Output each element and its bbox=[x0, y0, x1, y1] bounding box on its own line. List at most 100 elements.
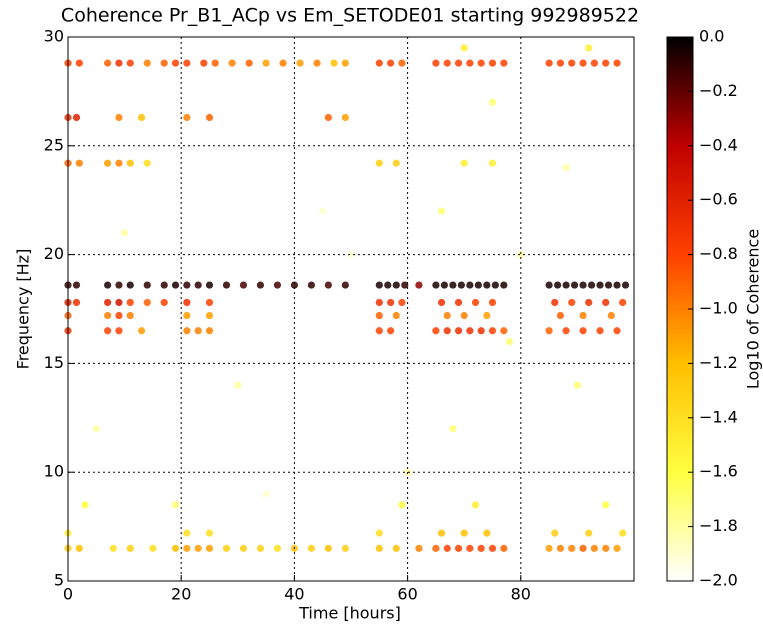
point bbox=[262, 490, 270, 498]
point bbox=[222, 544, 231, 552]
point bbox=[183, 327, 191, 335]
colorbar-tick-label: −1.8 bbox=[699, 516, 738, 535]
point bbox=[454, 298, 463, 307]
point bbox=[205, 544, 214, 552]
point bbox=[205, 281, 214, 289]
point bbox=[387, 59, 395, 67]
y-tick-label: 5 bbox=[54, 571, 64, 590]
point bbox=[194, 544, 202, 552]
point bbox=[488, 159, 497, 167]
point bbox=[392, 311, 400, 320]
point bbox=[590, 59, 598, 67]
point bbox=[596, 327, 604, 335]
point bbox=[126, 159, 134, 167]
point bbox=[115, 159, 123, 167]
point bbox=[443, 59, 451, 67]
point bbox=[75, 59, 83, 67]
point bbox=[443, 327, 451, 335]
point bbox=[126, 298, 134, 307]
point bbox=[440, 281, 448, 289]
point bbox=[228, 59, 236, 67]
point bbox=[160, 281, 168, 289]
point bbox=[483, 281, 491, 289]
point bbox=[205, 113, 214, 122]
colorbar-tick-label: −1.2 bbox=[699, 353, 738, 372]
point bbox=[562, 281, 570, 289]
y-tick-label: 30 bbox=[44, 27, 64, 46]
point bbox=[392, 544, 400, 552]
colorbar-tick-label: −1.6 bbox=[699, 462, 738, 481]
point bbox=[545, 544, 553, 552]
point bbox=[443, 311, 451, 320]
point bbox=[460, 529, 468, 537]
point bbox=[590, 544, 598, 552]
x-axis-label: Time [hours] bbox=[298, 604, 401, 623]
point bbox=[324, 113, 332, 122]
point bbox=[505, 338, 514, 346]
point bbox=[104, 298, 112, 307]
point bbox=[568, 298, 576, 307]
point bbox=[432, 59, 440, 67]
point bbox=[171, 59, 180, 67]
point bbox=[602, 501, 610, 509]
point bbox=[115, 113, 123, 122]
point bbox=[619, 298, 627, 307]
point bbox=[375, 298, 383, 307]
point bbox=[460, 311, 468, 320]
point bbox=[500, 59, 508, 67]
point bbox=[375, 281, 383, 289]
point bbox=[115, 311, 123, 320]
point bbox=[517, 251, 525, 259]
point bbox=[477, 544, 485, 552]
point bbox=[115, 281, 123, 289]
point bbox=[183, 529, 191, 537]
point bbox=[392, 159, 400, 167]
point bbox=[500, 327, 508, 335]
point bbox=[545, 59, 553, 67]
point bbox=[375, 311, 383, 320]
point bbox=[307, 544, 315, 552]
point bbox=[205, 327, 214, 335]
point bbox=[460, 44, 468, 52]
point bbox=[602, 544, 610, 552]
point bbox=[183, 59, 191, 67]
point bbox=[556, 544, 565, 552]
point bbox=[341, 113, 349, 122]
point bbox=[387, 298, 395, 307]
point bbox=[596, 281, 604, 289]
point bbox=[290, 281, 298, 289]
point bbox=[171, 281, 180, 289]
point bbox=[137, 113, 146, 122]
point bbox=[437, 207, 446, 215]
point bbox=[273, 281, 282, 289]
point bbox=[324, 544, 332, 552]
point bbox=[115, 327, 123, 335]
point bbox=[104, 327, 112, 335]
point bbox=[602, 59, 610, 67]
point bbox=[454, 544, 463, 552]
point bbox=[183, 281, 191, 289]
point bbox=[604, 281, 613, 289]
point bbox=[573, 381, 582, 389]
point bbox=[454, 327, 463, 335]
point bbox=[443, 544, 451, 552]
point bbox=[474, 281, 482, 289]
point bbox=[341, 544, 349, 552]
point bbox=[488, 98, 497, 106]
point bbox=[183, 298, 191, 307]
point bbox=[466, 281, 474, 289]
point bbox=[613, 544, 621, 552]
point bbox=[471, 298, 480, 307]
point bbox=[375, 59, 383, 67]
point bbox=[562, 163, 570, 172]
point bbox=[149, 544, 157, 552]
x-tick-label: 20 bbox=[171, 585, 191, 604]
point bbox=[477, 327, 485, 335]
point bbox=[160, 298, 168, 307]
point bbox=[245, 59, 253, 67]
point bbox=[200, 59, 208, 67]
y-tick-label: 25 bbox=[44, 135, 64, 154]
point bbox=[568, 544, 576, 552]
colorbar-tick-label: −1.0 bbox=[699, 299, 738, 318]
point bbox=[437, 298, 446, 307]
